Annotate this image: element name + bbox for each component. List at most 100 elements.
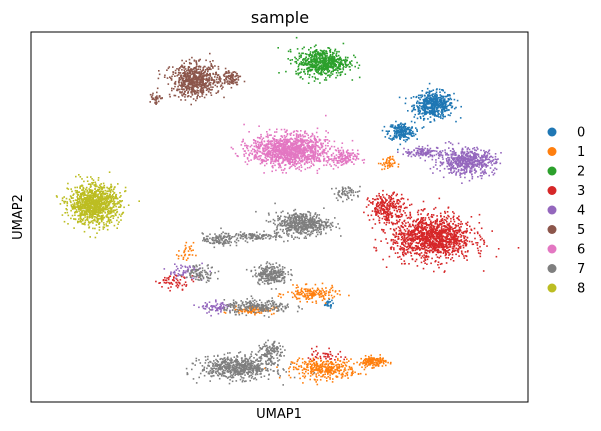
- data-point: [377, 358, 380, 360]
- data-point: [425, 99, 428, 102]
- data-point: [440, 114, 442, 116]
- data-point: [464, 230, 466, 233]
- data-point: [440, 242, 442, 244]
- data-point: [308, 61, 311, 63]
- data-point: [344, 73, 347, 75]
- data-point: [424, 251, 426, 253]
- data-point: [297, 69, 299, 71]
- data-point: [309, 54, 311, 57]
- data-point: [345, 64, 347, 66]
- data-point: [482, 172, 485, 174]
- data-point: [358, 364, 361, 366]
- data-point: [416, 265, 419, 267]
- data-point: [434, 99, 436, 101]
- data-point: [442, 229, 445, 232]
- data-point: [191, 56, 193, 59]
- data-point: [339, 293, 341, 296]
- data-point: [342, 67, 344, 69]
- data-point: [349, 368, 352, 371]
- data-point: [337, 357, 339, 360]
- data-point: [309, 289, 311, 291]
- data-point: [390, 214, 393, 217]
- data-point: [299, 72, 301, 74]
- data-point: [453, 170, 456, 172]
- data-point: [287, 58, 289, 60]
- data-point: [433, 108, 435, 110]
- data-point: [384, 218, 386, 220]
- data-point: [443, 101, 446, 103]
- data-point: [208, 87, 210, 90]
- data-point: [402, 203, 405, 206]
- data-point: [301, 47, 304, 50]
- data-point: [308, 292, 310, 295]
- data-point: [418, 152, 420, 155]
- data-point: [331, 73, 334, 75]
- data-point: [416, 102, 418, 105]
- data-point: [385, 200, 387, 203]
- data-point: [442, 239, 444, 241]
- data-point: [460, 156, 462, 158]
- data-point: [314, 54, 316, 56]
- data-point: [452, 260, 455, 262]
- data-point: [476, 244, 479, 246]
- data-point: [326, 366, 328, 368]
- data-point: [383, 360, 386, 363]
- data-point: [377, 361, 379, 364]
- data-point: [413, 149, 415, 151]
- data-point: [476, 164, 478, 167]
- data-point: [329, 48, 332, 51]
- data-point: [394, 205, 396, 208]
- data-point: [465, 230, 467, 232]
- data-point: [429, 228, 432, 231]
- data-point: [403, 135, 405, 138]
- data-point: [184, 244, 187, 247]
- data-point: [449, 232, 451, 235]
- data-point: [174, 75, 176, 77]
- data-point: [403, 129, 406, 132]
- data-point: [449, 97, 452, 100]
- data-point: [426, 223, 428, 226]
- data-point: [443, 222, 445, 225]
- data-point: [348, 365, 351, 368]
- data-point: [308, 76, 311, 79]
- data-point: [429, 147, 432, 150]
- data-point: [192, 241, 195, 244]
- data-point: [336, 50, 338, 53]
- data-point: [440, 98, 443, 100]
- data-point: [323, 53, 325, 55]
- data-point: [383, 125, 386, 128]
- data-point: [438, 88, 441, 91]
- data-point: [409, 244, 412, 246]
- data-point: [375, 211, 377, 213]
- data-point: [329, 378, 331, 380]
- data-point: [385, 219, 387, 221]
- data-point: [421, 255, 424, 257]
- data-point: [403, 263, 406, 265]
- data-point: [376, 205, 378, 208]
- data-point: [387, 205, 390, 207]
- data-point: [395, 233, 398, 235]
- data-point: [385, 364, 387, 367]
- data-point: [190, 91, 192, 94]
- data-point: [365, 206, 368, 208]
- data-point: [317, 292, 319, 295]
- data-point: [453, 244, 456, 247]
- data-point: [266, 309, 269, 312]
- data-point: [402, 248, 404, 251]
- data-point: [432, 235, 434, 238]
- data-point: [443, 218, 446, 221]
- data-point: [421, 146, 424, 148]
- data-point: [423, 208, 425, 211]
- data-point: [382, 208, 384, 210]
- data-point: [379, 203, 382, 205]
- data-point: [426, 235, 429, 238]
- data-point: [329, 55, 331, 57]
- data-point: [420, 117, 422, 120]
- data-point: [321, 69, 323, 71]
- data-point: [462, 232, 464, 235]
- data-point: [417, 224, 420, 226]
- data-point: [302, 58, 305, 60]
- data-point: [400, 193, 403, 196]
- data-point: [397, 216, 400, 219]
- data-point: [307, 357, 310, 359]
